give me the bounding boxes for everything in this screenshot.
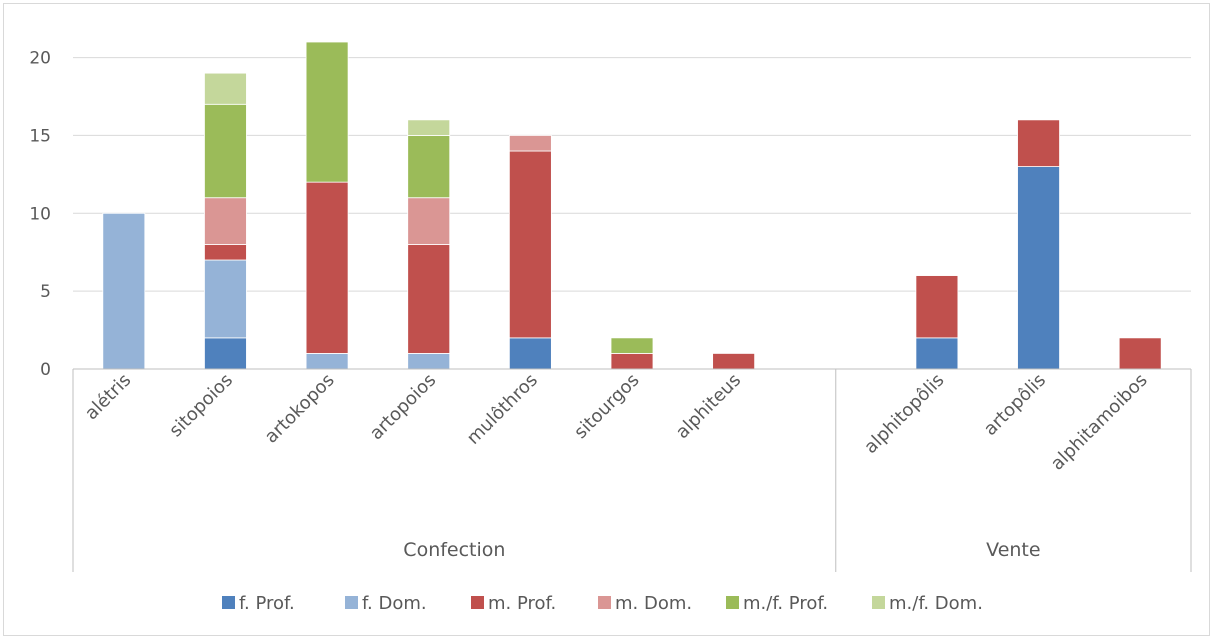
labels: 0 5 10 15 20 alétris sitopoios artokopos artopoi… <box>29 49 1151 561</box>
legend-label: f. Prof. <box>239 593 295 614</box>
category-label: artopoios <box>366 370 440 444</box>
bar-segment <box>610 353 654 370</box>
category-label: alphitamoibos <box>1047 370 1152 475</box>
bar-segment <box>305 353 349 370</box>
bar-segment <box>610 337 654 354</box>
bar-segment <box>1017 166 1060 370</box>
legend-label: m./f. Prof. <box>743 593 828 614</box>
bar-segment <box>407 197 451 245</box>
bar-segment <box>1017 119 1060 167</box>
legend-swatch <box>471 596 484 609</box>
category-label: alétris <box>81 370 135 424</box>
bar-segment <box>204 337 247 370</box>
legend-swatch <box>872 596 885 609</box>
bar-segment <box>1118 337 1162 370</box>
chart-frame: 0 5 10 15 20 alétris sitopoios artokopos artopoi… <box>3 3 1210 636</box>
bar-segment <box>102 212 146 370</box>
bar-segment <box>407 244 451 354</box>
y-tick-label: 10 <box>29 204 51 224</box>
bar-segment <box>915 275 959 339</box>
bar-segment <box>407 119 451 136</box>
bar-segment <box>508 337 552 370</box>
bar-segment <box>712 353 756 370</box>
category-label: alphitopôlis <box>860 370 948 458</box>
group-label: Vente <box>986 539 1040 561</box>
axes <box>72 368 1192 572</box>
y-tick-label: 15 <box>29 126 51 146</box>
bar-segment <box>204 72 247 105</box>
bar-segment <box>508 135 552 152</box>
legend-label: m./f. Dom. <box>889 593 983 614</box>
legend-label: m. Prof. <box>488 593 556 614</box>
legend-swatch <box>726 596 739 609</box>
category-label: artopôlis <box>980 370 1050 440</box>
y-tick-label: 0 <box>40 360 51 380</box>
legend-swatch <box>345 596 358 609</box>
category-label: sitopoios <box>165 370 237 442</box>
bar-segment <box>407 135 451 199</box>
bar-segment <box>204 244 247 261</box>
bar-segment <box>915 337 959 370</box>
category-label: mulôthros <box>463 370 542 449</box>
bar-segment <box>305 181 349 354</box>
legend-label: m. Dom. <box>615 593 692 614</box>
y-tick-label: 20 <box>29 49 51 69</box>
bar-segment <box>407 353 451 370</box>
bar-segment <box>305 41 349 183</box>
group-label: Confection <box>403 539 505 561</box>
category-label: artokopos <box>261 370 339 448</box>
bar-segment <box>204 197 247 245</box>
bar-segment <box>508 150 552 339</box>
legend-label: f. Dom. <box>362 593 427 614</box>
gridlines <box>73 57 1191 292</box>
legend: f. Prof. f. Dom. m. Prof. m. Dom. m./f. Prof… <box>222 593 983 614</box>
legend-swatch <box>598 596 611 609</box>
category-label: alphiteus <box>672 370 745 443</box>
bar-segment <box>204 103 247 199</box>
bar-segment <box>204 259 247 339</box>
legend-swatch <box>222 596 235 609</box>
y-tick-label: 5 <box>40 282 51 302</box>
category-label: sitourgos <box>570 370 643 443</box>
stacked-bar-chart: 0 5 10 15 20 alétris sitopoios artokopos artopoi… <box>29 41 1192 614</box>
bars <box>102 41 1162 370</box>
